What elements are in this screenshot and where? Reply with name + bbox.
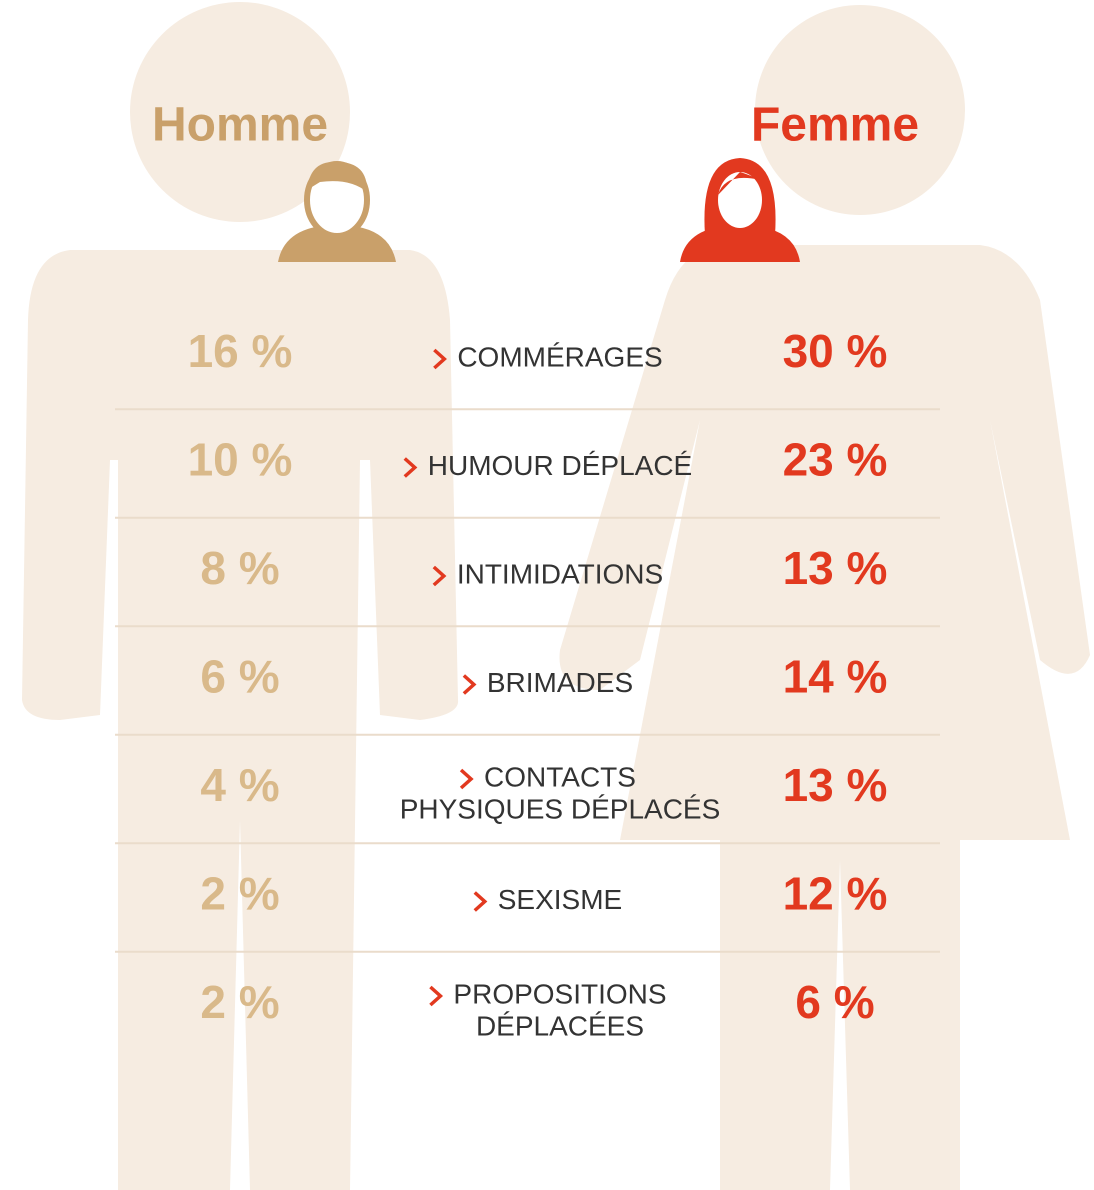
right-title: Femme: [751, 99, 919, 152]
label: SEXISME: [498, 884, 622, 915]
label: COMMÉRAGES: [457, 341, 662, 372]
arrow-icon: [464, 676, 474, 694]
femme-value: 6 %: [795, 976, 874, 1028]
woman-body: [560, 245, 1091, 1190]
homme-value: 8 %: [200, 542, 279, 594]
left-title: Homme: [152, 99, 328, 152]
femme-value: 13 %: [783, 759, 888, 811]
label: CONTACTS: [484, 761, 636, 792]
man-body: [22, 250, 458, 1190]
femme-value: 14 %: [783, 651, 888, 703]
arrow-icon: [461, 770, 471, 788]
label: PHYSIQUES DÉPLACÉS: [400, 793, 721, 824]
label: BRIMADES: [487, 667, 633, 698]
homme-value: 10 %: [188, 434, 293, 486]
infographic: Homme Femme 16 % 30 % COMMÉRAGES 10 % 23 % HU…: [0, 0, 1094, 1190]
label: DÉPLACÉES: [476, 1010, 644, 1041]
arrow-icon: [430, 987, 440, 1005]
femme-value: 30 %: [783, 325, 888, 377]
femme-value: 12 %: [783, 868, 888, 920]
label: INTIMIDATIONS: [457, 558, 663, 589]
label: PROPOSITIONS: [453, 978, 666, 1009]
homme-value: 2 %: [200, 976, 279, 1028]
homme-value: 16 %: [188, 325, 293, 377]
homme-value: 4 %: [200, 759, 279, 811]
femme-value: 13 %: [783, 542, 888, 594]
arrow-icon: [475, 893, 485, 911]
femme-value: 23 %: [783, 434, 888, 486]
page: {"header": {"left": "Homme", "right": "F…: [0, 0, 1094, 1190]
homme-value: 6 %: [200, 651, 279, 703]
homme-value: 2 %: [200, 868, 279, 920]
label: HUMOUR DÉPLACÉ: [428, 450, 692, 481]
